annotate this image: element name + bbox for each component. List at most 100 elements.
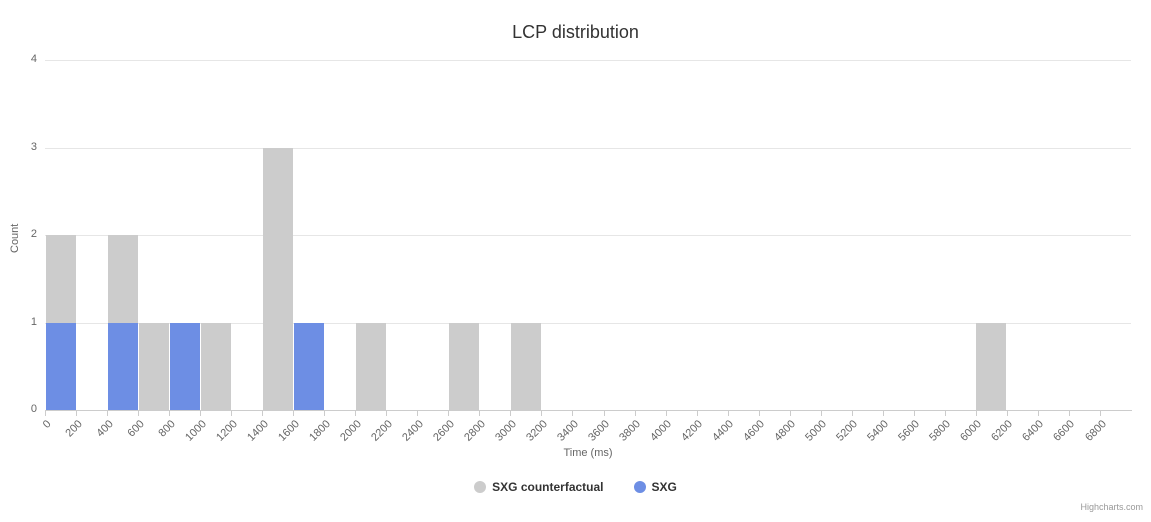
x-axis-label: 6400 — [1020, 418, 1047, 444]
x-axis-tick — [200, 411, 202, 416]
bar-sxg-counterfactual — [138, 322, 169, 410]
x-axis-label: 4200 — [679, 418, 706, 444]
x-axis-label: 1600 — [275, 418, 302, 444]
x-axis-label: 6600 — [1051, 418, 1078, 444]
x-axis-tick — [45, 411, 46, 416]
x-axis-label: 6200 — [989, 418, 1016, 444]
x-axis-label: 2000 — [337, 418, 364, 444]
x-axis-label: 3000 — [493, 418, 519, 444]
x-axis-label: 5600 — [896, 418, 923, 444]
x-axis-tick — [386, 411, 388, 416]
bar-sxg — [45, 322, 76, 410]
x-axis-label: 2600 — [431, 418, 457, 444]
x-axis-tick — [1099, 411, 1101, 416]
x-axis-tick — [541, 411, 543, 416]
legend-label-sxg: SXG — [651, 480, 677, 494]
x-axis-tick — [758, 411, 760, 416]
x-axis-label: 3800 — [617, 418, 644, 444]
x-axis-tick — [944, 411, 946, 416]
gridline — [45, 60, 1131, 61]
y-axis-label: 3 — [30, 140, 37, 153]
x-axis-label: 5800 — [927, 418, 954, 444]
x-axis-label: 800 — [156, 418, 178, 440]
x-axis-tick — [1006, 411, 1008, 416]
bar-sxg — [107, 322, 138, 410]
x-axis-label: 1200 — [213, 418, 240, 444]
x-axis-label: 5200 — [834, 418, 861, 444]
x-axis-tick — [696, 411, 698, 416]
x-axis-tick — [169, 411, 171, 416]
legend: SXG counterfactual SXG — [0, 480, 1151, 494]
x-axis-label: 3600 — [586, 418, 613, 444]
chart-title: LCP distribution — [512, 22, 639, 42]
x-axis-tick — [262, 411, 264, 416]
legend-marker-sxg-counterfactual — [474, 481, 487, 493]
highcharts-credits-link[interactable]: Highcharts.com — [1080, 502, 1143, 512]
x-axis-label: 6800 — [1082, 418, 1109, 444]
x-axis-tick — [572, 411, 574, 416]
x-axis-tick — [1037, 411, 1039, 416]
x-axis-tick — [727, 411, 729, 416]
bar-sxg-counterfactual — [355, 322, 386, 410]
x-axis-tick — [448, 411, 450, 416]
x-axis-label: 3400 — [555, 418, 581, 444]
x-axis-tick — [789, 411, 791, 416]
x-axis-label: 1400 — [244, 418, 271, 444]
bar-sxg — [293, 322, 324, 410]
x-axis-tick — [107, 411, 109, 416]
x-axis-label: 600 — [125, 418, 147, 440]
x-axis-tick — [603, 411, 605, 416]
x-axis-label: 5400 — [865, 418, 892, 444]
x-axis-tick — [293, 411, 295, 416]
x-axis-tick — [510, 411, 512, 416]
x-axis-tick — [417, 411, 419, 416]
x-axis-tick — [882, 411, 884, 416]
x-axis-tick — [913, 411, 915, 416]
y-axis-label: 4 — [30, 53, 37, 65]
bar-sxg-counterfactual — [976, 322, 1007, 410]
x-axis-label: 2400 — [400, 418, 426, 444]
bar-sxg-counterfactual — [510, 322, 541, 410]
bar-sxg-counterfactual — [200, 322, 231, 410]
y-axis-label: 1 — [30, 315, 37, 328]
gridline — [45, 235, 1131, 236]
x-axis-label: 1800 — [306, 418, 333, 444]
x-axis-tick — [665, 411, 667, 416]
x-axis-tick — [138, 411, 140, 416]
x-axis-label: 4000 — [648, 418, 675, 444]
y-axis-label: 2 — [30, 228, 37, 240]
legend-marker-sxg — [633, 481, 646, 493]
x-axis-label: 2800 — [462, 418, 488, 444]
x-axis-label: 4400 — [710, 418, 737, 444]
x-axis-label: 1000 — [182, 418, 209, 444]
bar-sxg-counterfactual — [262, 147, 293, 410]
legend-item-sxg-counterfactual[interactable]: SXG counterfactual — [474, 480, 604, 494]
x-axis-tick — [355, 411, 357, 416]
x-axis-label: 6000 — [958, 418, 985, 444]
x-axis-label: 4800 — [772, 418, 799, 444]
x-axis-label: 0 — [40, 418, 54, 431]
x-axis-tick — [820, 411, 822, 416]
x-axis-label: 200 — [63, 418, 85, 440]
x-axis-tick — [975, 411, 977, 416]
x-axis-label: 4600 — [741, 418, 768, 444]
gridline — [45, 147, 1131, 149]
x-axis-label: 400 — [94, 418, 116, 440]
x-axis-tick — [231, 411, 233, 416]
legend-label-sxg-counterfactual: SXG counterfactual — [492, 480, 604, 494]
x-axis-tick — [479, 411, 481, 416]
x-axis-tick — [76, 411, 78, 416]
x-axis-line — [45, 410, 1132, 411]
x-axis-title: Time (ms) — [563, 447, 613, 459]
x-axis-tick — [634, 411, 636, 416]
y-axis-label: 0 — [30, 403, 37, 415]
gridline — [45, 322, 1131, 324]
bar-sxg-counterfactual — [448, 322, 479, 410]
x-axis-tick — [324, 411, 326, 416]
bar-sxg — [169, 322, 200, 410]
x-axis-label: 2200 — [369, 418, 395, 444]
x-axis-label: 3200 — [524, 418, 550, 444]
x-axis-tick — [851, 411, 853, 416]
legend-item-sxg[interactable]: SXG — [633, 480, 677, 494]
